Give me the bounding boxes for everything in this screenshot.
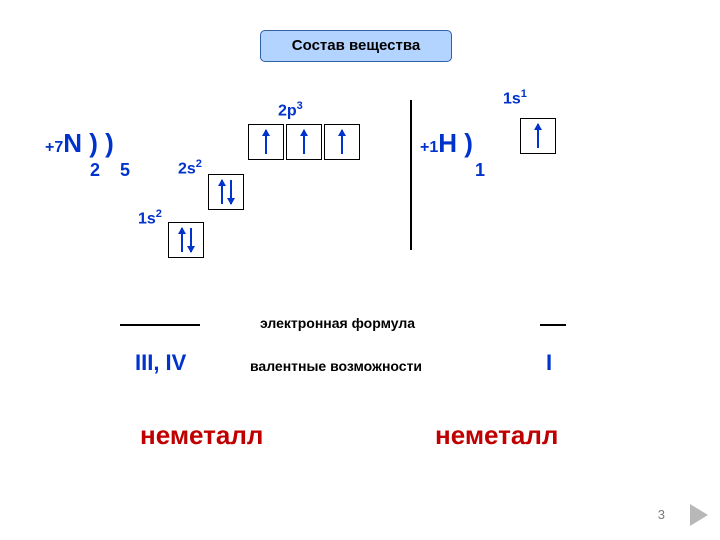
h-shell-count-1: 1 [475,160,485,181]
n-2p-box-1 [248,124,284,160]
h-shells: ) [457,128,473,158]
n-symbol: N [63,128,82,158]
hydrogen-label: +1H ) [420,128,473,159]
formula-blank-right [540,324,566,326]
h-1s-box [520,118,556,154]
title-box: Состав вещества [260,30,452,62]
n-2p-box-3 [324,124,360,160]
divider-line [410,100,412,250]
formula-label: электронная формула [260,315,415,331]
n-charge: +7 [45,139,63,156]
nonmetal-left: неметалл [140,420,263,451]
n-2s-box [208,174,244,210]
h-charge: +1 [420,139,438,156]
formula-blank-left [120,324,200,326]
nitrogen-label: +7N ) ) [45,128,114,159]
next-slide-icon[interactable] [690,504,708,526]
valency-label: валентные возможности [250,358,422,374]
page-number: 3 [658,507,665,522]
n-shell-count-2: 5 [120,160,130,181]
n-1s-label: 1s2 [138,208,162,228]
n-shells: ) ) [82,128,114,158]
n-2s-label: 2s2 [178,158,202,178]
valence-left: III, IV [135,350,186,376]
valence-right: I [546,350,552,376]
n-1s-box [168,222,204,258]
h-symbol: H [438,128,457,158]
h-1s-label: 1s1 [503,88,527,108]
nonmetal-right: неметалл [435,420,558,451]
n-2p-box-2 [286,124,322,160]
n-2p-label: 2p3 [278,100,303,120]
n-shell-count-1: 2 [90,160,100,181]
